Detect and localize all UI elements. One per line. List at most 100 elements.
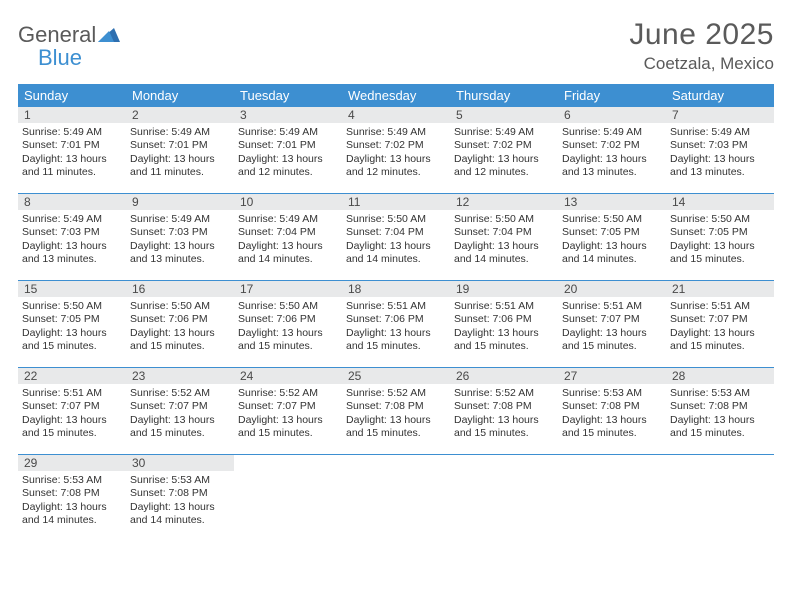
day-number: 11 (342, 194, 450, 210)
sunset-line: Sunset: 7:08 PM (130, 487, 230, 500)
title-block: June 2025 Coetzala, Mexico (629, 18, 774, 74)
day-body: Sunrise: 5:49 AMSunset: 7:02 PMDaylight:… (346, 126, 446, 180)
daylight-line: Daylight: 13 hours and 13 minutes. (22, 240, 122, 267)
day-cell-7: 7 Sunrise: 5:49 AMSunset: 7:03 PMDaylight… (666, 107, 774, 193)
day-number: 25 (342, 368, 450, 384)
daylight-line: Daylight: 13 hours and 13 minutes. (130, 240, 230, 267)
day-cell-30: 30Sunrise: 5:53 AMSunset: 7:08 PMDayligh… (126, 455, 234, 541)
sunrise-line: Sunrise: 5:50 AM (238, 300, 338, 313)
sunset-line: Sunset: 7:05 PM (670, 226, 770, 239)
day-body: Sunrise: 5:52 AMSunset: 7:07 PMDaylight:… (238, 387, 338, 441)
day-body: Sunrise: 5:49 AMSunset: 7:01 PMDaylight:… (22, 126, 122, 180)
day-number: 12 (450, 194, 558, 210)
weekday-thursday: Thursday (450, 84, 558, 107)
sunset-line: Sunset: 7:02 PM (454, 139, 554, 152)
sunset-line: Sunset: 7:01 PM (130, 139, 230, 152)
daylight-line: Daylight: 13 hours and 11 minutes. (130, 153, 230, 180)
day-cell-25: 25 Sunrise: 5:52 AMSunset: 7:08 PMDayligh… (342, 368, 450, 454)
weekday-header-row: SundayMondayTuesdayWednesdayThursdayFrid… (18, 84, 774, 107)
sunrise-line: Sunrise: 5:52 AM (346, 387, 446, 400)
sunrise-line: Sunrise: 5:50 AM (454, 213, 554, 226)
sunrise-line: Sunrise: 5:50 AM (670, 213, 770, 226)
daylight-line: Daylight: 13 hours and 15 minutes. (454, 327, 554, 354)
day-number: 24 (234, 368, 342, 384)
day-cell-24: 24 Sunrise: 5:52 AMSunset: 7:07 PMDayligh… (234, 368, 342, 454)
sunset-line: Sunset: 7:06 PM (346, 313, 446, 326)
day-cell-15: 15Sunrise: 5:50 AMSunset: 7:05 PMDayligh… (18, 281, 126, 367)
sunset-line: Sunset: 7:08 PM (454, 400, 554, 413)
weekday-tuesday: Tuesday (234, 84, 342, 107)
day-cell-4: 4Sunrise: 5:49 AMSunset: 7:02 PMDaylight… (342, 107, 450, 193)
day-body: Sunrise: 5:50 AMSunset: 7:05 PMDaylight:… (562, 213, 662, 267)
day-cell-empty (450, 455, 558, 541)
daylight-line: Daylight: 13 hours and 14 minutes. (238, 240, 338, 267)
sunset-line: Sunset: 7:03 PM (670, 139, 770, 152)
day-cell-2: 2Sunrise: 5:49 AMSunset: 7:01 PMDaylight… (126, 107, 234, 193)
sunrise-line: Sunrise: 5:50 AM (346, 213, 446, 226)
day-body: Sunrise: 5:51 AMSunset: 7:07 PMDaylight:… (562, 300, 662, 354)
daylight-line: Daylight: 13 hours and 14 minutes. (562, 240, 662, 267)
daylight-line: Daylight: 13 hours and 15 minutes. (670, 327, 770, 354)
week-row: 8Sunrise: 5:49 AMSunset: 7:03 PMDaylight… (18, 194, 774, 281)
day-body: Sunrise: 5:53 AMSunset: 7:08 PMDaylight:… (670, 387, 770, 441)
day-cell-empty (234, 455, 342, 541)
day-cell-3: 3 Sunrise: 5:49 AMSunset: 7:01 PMDaylight… (234, 107, 342, 193)
day-number: 7 (666, 107, 774, 123)
daylight-line: Daylight: 13 hours and 13 minutes. (670, 153, 770, 180)
sunrise-line: Sunrise: 5:49 AM (670, 126, 770, 139)
day-number: 9 (126, 194, 234, 210)
daylight-line: Daylight: 13 hours and 15 minutes. (130, 327, 230, 354)
day-body: Sunrise: 5:51 AMSunset: 7:07 PMDaylight:… (670, 300, 770, 354)
day-number: 18 (342, 281, 450, 297)
daylight-line: Daylight: 13 hours and 15 minutes. (346, 327, 446, 354)
daylight-line: Daylight: 13 hours and 15 minutes. (22, 414, 122, 441)
day-number: 15 (18, 281, 126, 297)
day-body: Sunrise: 5:51 AMSunset: 7:07 PMDaylight:… (22, 387, 122, 441)
day-number: 5 (450, 107, 558, 123)
day-number: 19 (450, 281, 558, 297)
sunset-line: Sunset: 7:06 PM (454, 313, 554, 326)
day-cell-1: 1Sunrise: 5:49 AMSunset: 7:01 PMDaylight… (18, 107, 126, 193)
day-cell-28: 28Sunrise: 5:53 AMSunset: 7:08 PMDayligh… (666, 368, 774, 454)
day-number: 23 (126, 368, 234, 384)
day-cell-17: 17Sunrise: 5:50 AMSunset: 7:06 PMDayligh… (234, 281, 342, 367)
sunset-line: Sunset: 7:06 PM (238, 313, 338, 326)
week-row: 1Sunrise: 5:49 AMSunset: 7:01 PMDaylight… (18, 107, 774, 194)
logo-word1: General (18, 22, 96, 47)
sunrise-line: Sunrise: 5:49 AM (22, 126, 122, 139)
day-body: Sunrise: 5:50 AMSunset: 7:04 PMDaylight:… (346, 213, 446, 267)
sunset-line: Sunset: 7:02 PM (562, 139, 662, 152)
day-body: Sunrise: 5:49 AMSunset: 7:02 PMDaylight:… (454, 126, 554, 180)
day-number: 21 (666, 281, 774, 297)
location: Coetzala, Mexico (629, 54, 774, 74)
weekday-monday: Monday (126, 84, 234, 107)
day-body: Sunrise: 5:49 AMSunset: 7:01 PMDaylight:… (238, 126, 338, 180)
sunrise-line: Sunrise: 5:53 AM (562, 387, 662, 400)
weekday-sunday: Sunday (18, 84, 126, 107)
day-cell-26: 26Sunrise: 5:52 AMSunset: 7:08 PMDayligh… (450, 368, 558, 454)
daylight-line: Daylight: 13 hours and 15 minutes. (562, 327, 662, 354)
sunset-line: Sunset: 7:07 PM (22, 400, 122, 413)
day-number: 27 (558, 368, 666, 384)
month-title: June 2025 (629, 18, 774, 52)
day-cell-8: 8Sunrise: 5:49 AMSunset: 7:03 PMDaylight… (18, 194, 126, 280)
day-body: Sunrise: 5:52 AMSunset: 7:08 PMDaylight:… (346, 387, 446, 441)
day-cell-empty (342, 455, 450, 541)
day-body: Sunrise: 5:49 AMSunset: 7:02 PMDaylight:… (562, 126, 662, 180)
day-body: Sunrise: 5:52 AMSunset: 7:07 PMDaylight:… (130, 387, 230, 441)
day-number: 2 (126, 107, 234, 123)
day-cell-6: 6Sunrise: 5:49 AMSunset: 7:02 PMDaylight… (558, 107, 666, 193)
sunset-line: Sunset: 7:08 PM (562, 400, 662, 413)
week-row: 22Sunrise: 5:51 AMSunset: 7:07 PMDayligh… (18, 368, 774, 455)
day-body: Sunrise: 5:50 AMSunset: 7:06 PMDaylight:… (130, 300, 230, 354)
day-number: 8 (18, 194, 126, 210)
sunrise-line: Sunrise: 5:52 AM (130, 387, 230, 400)
weeks-container: 1Sunrise: 5:49 AMSunset: 7:01 PMDaylight… (18, 107, 774, 541)
day-body: Sunrise: 5:52 AMSunset: 7:08 PMDaylight:… (454, 387, 554, 441)
daylight-line: Daylight: 13 hours and 15 minutes. (670, 414, 770, 441)
sunrise-line: Sunrise: 5:53 AM (130, 474, 230, 487)
day-number: 3 (234, 107, 342, 123)
day-body: Sunrise: 5:51 AMSunset: 7:06 PMDaylight:… (454, 300, 554, 354)
day-cell-13: 13Sunrise: 5:50 AMSunset: 7:05 PMDayligh… (558, 194, 666, 280)
sunset-line: Sunset: 7:01 PM (238, 139, 338, 152)
